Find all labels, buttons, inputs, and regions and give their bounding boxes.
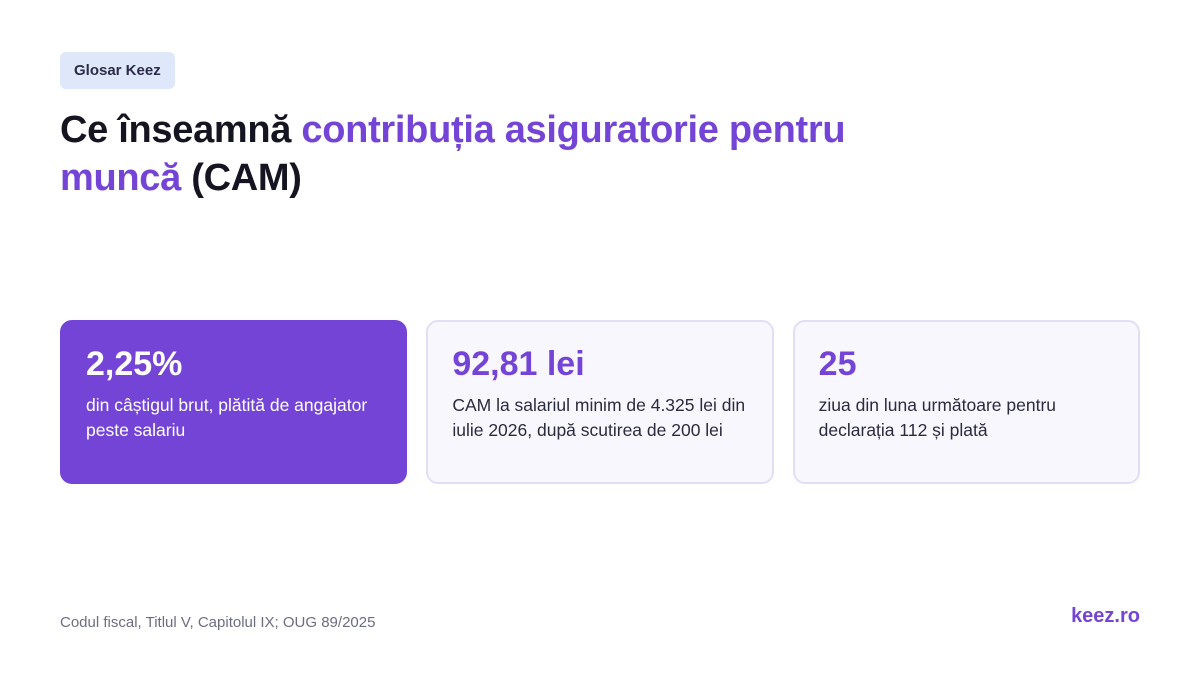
page-title: Ce înseamnă contribuția asiguratorie pen… (60, 106, 1060, 202)
stat-value-deadline: 25 (818, 345, 857, 383)
glossary-badge-label: Glosar Keez (74, 62, 161, 79)
stat-card-rate: 2,25% din câștigul brut, plătită de anga… (60, 320, 408, 484)
stat-description-rate: din câștigul brut, plătită de angajator … (86, 395, 368, 440)
title-accent-2: muncă (60, 157, 181, 199)
stat-description-amount: CAM la salariul minim de 4.325 lei din i… (452, 395, 746, 440)
stat-description-deadline: ziua din luna următoare pentru declarați… (818, 395, 1057, 440)
title-accent-1: contribuția asiguratorie pentru (301, 109, 846, 151)
glossary-badge: Glosar Keez (60, 52, 175, 89)
stat-value-amount: 92,81 lei (452, 345, 585, 383)
stat-value-rate: 2,25% (86, 345, 183, 383)
source-citation: Codul fiscal, Titlul V, Capitolul IX; OU… (60, 614, 376, 631)
stat-card-deadline: 25 ziua din luna următoare pentru declar… (792, 320, 1140, 484)
stat-card-amount: 92,81 lei CAM la salariul minim de 4.325… (426, 320, 774, 484)
title-part-1: Ce înseamnă (60, 109, 302, 151)
title-part-2: (CAM) (180, 157, 302, 199)
brand-logo-text[interactable]: keez.ro (1071, 605, 1140, 627)
stat-cards: 2,25% din câștigul brut, plătită de anga… (60, 320, 1140, 484)
